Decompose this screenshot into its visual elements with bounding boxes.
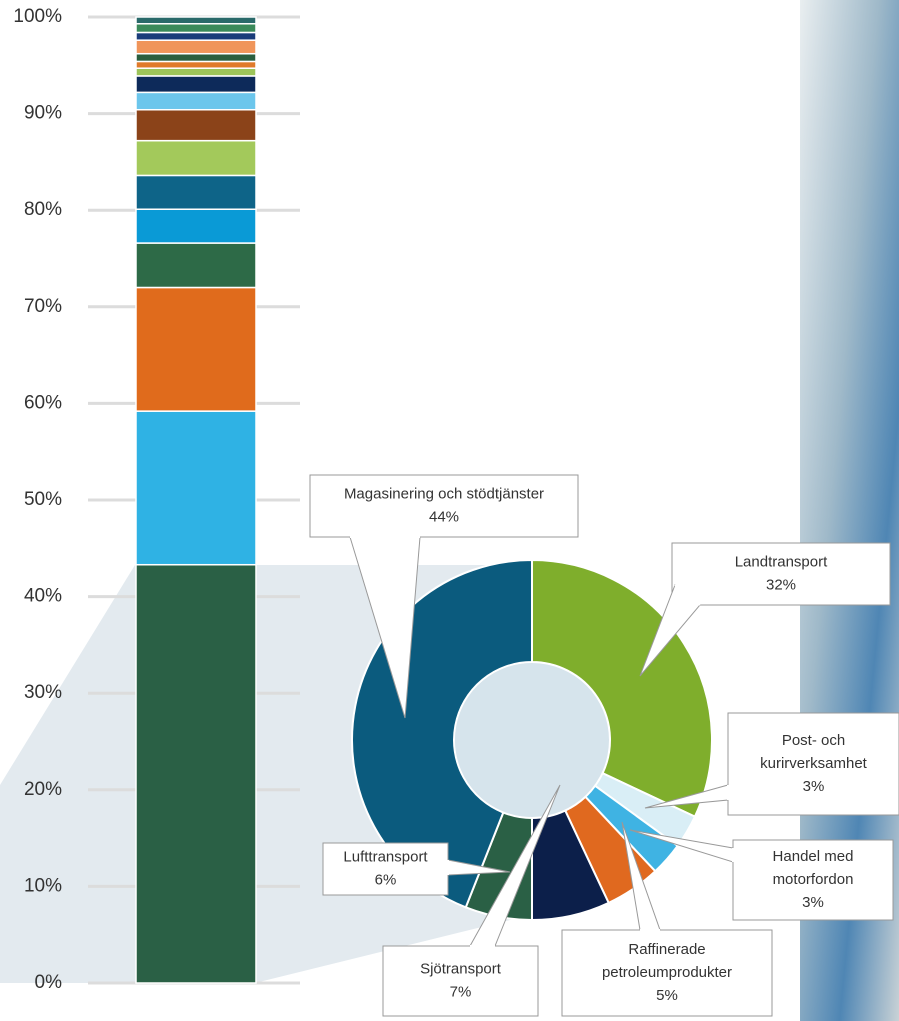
doughnut-hole [455,663,609,817]
bar-segment [136,175,256,209]
callout-value: 7% [450,983,472,1000]
bar-segment [136,565,256,983]
chart: 0% 10% 20% 30% 40% 50% 60% 70% 80% 90% 100% Magasi… [0,0,899,1021]
y-tick-label: 20% [24,779,62,800]
bar-segment [136,141,256,176]
bar-segment [136,32,256,40]
bar-segment [136,287,256,411]
bar-segment [136,76,256,92]
bar-segment [136,40,256,54]
bar-segment [136,243,256,287]
callout-value: 6% [375,871,397,888]
bar-segment [136,209,256,243]
bar-segment [136,411,256,565]
y-tick-label: 10% [24,875,62,896]
bar-segment [136,110,256,141]
y-tick-label: 70% [24,296,62,317]
callout-label: Magasinering och stödtjänster [344,485,544,502]
callout-label: Post- och [782,732,845,749]
callout-label: motorfordon [773,871,854,888]
callout-label: Landtransport [735,553,828,570]
bar-segment [136,17,256,24]
y-tick-label: 80% [24,199,62,220]
bar-segment [136,24,256,33]
callout-label: Sjötransport [420,960,502,977]
callout-value: 3% [802,894,824,911]
callout-box [310,475,578,537]
y-tick-label: 100% [13,6,62,27]
y-tick-label: 40% [24,586,62,607]
callout-label: Raffinerade [628,941,705,958]
callout-value: 5% [656,987,678,1004]
y-tick-label: 50% [24,489,62,510]
callout-value: 3% [803,778,825,795]
callout-label: petroleumprodukter [602,964,732,981]
bar-segment [136,61,256,68]
y-tick-label: 60% [24,392,62,413]
callout-box [672,543,890,605]
y-tick-label: 30% [24,682,62,703]
callout-label: Lufttransport [343,848,428,865]
callout-value: 32% [766,576,796,593]
callout-box [383,946,538,1016]
callout-value: 44% [429,508,459,525]
bar-segment [136,92,256,109]
callout-label: Handel med [773,848,854,865]
bar-segment [136,54,256,62]
callout-label: kurirverksamhet [760,755,868,772]
bar-segment [136,68,256,76]
y-tick-label: 0% [35,972,63,993]
y-tick-label: 90% [24,103,62,124]
